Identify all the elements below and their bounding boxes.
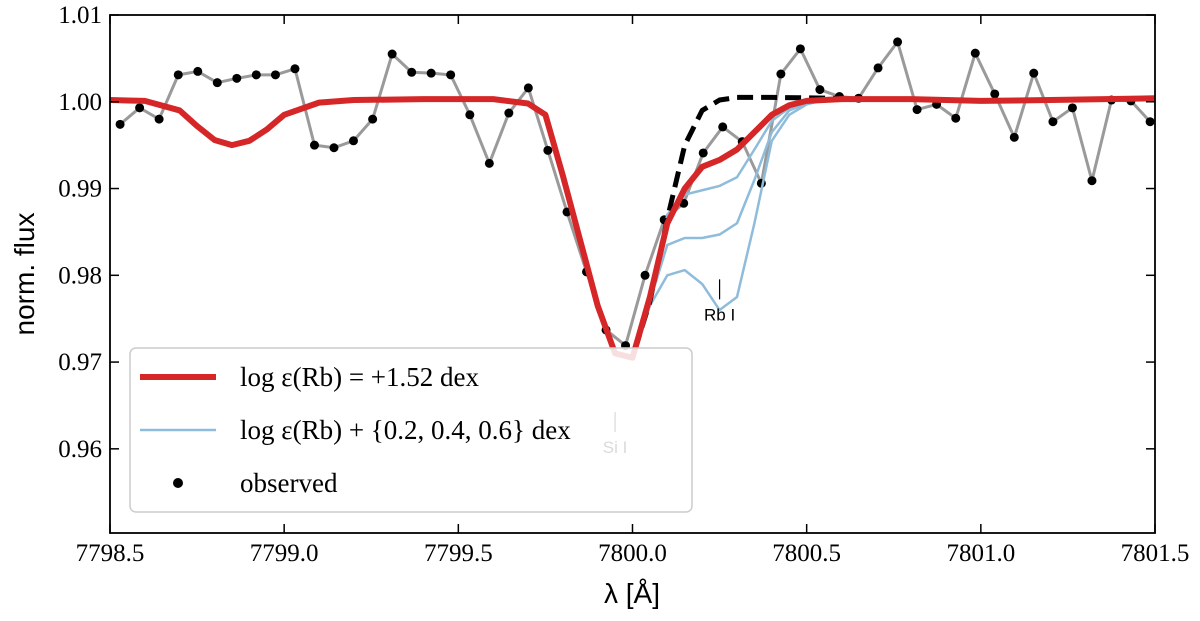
observed-point xyxy=(990,89,1000,99)
observed-point xyxy=(1048,117,1058,127)
observed-point xyxy=(232,73,242,83)
observed-point xyxy=(465,110,475,120)
legend-label: log ε(Rb) + {0.2, 0.4, 0.6} dex xyxy=(240,415,571,445)
x-tick-label: 7798.5 xyxy=(76,540,145,567)
observed-point xyxy=(251,70,261,80)
observed-point xyxy=(523,83,533,93)
legend-label: log ε(Rb) = +1.52 dex xyxy=(240,362,480,392)
plot-area xyxy=(110,37,1155,361)
y-tick-label: 0.98 xyxy=(58,262,102,289)
observed-point xyxy=(718,122,728,132)
y-tick-label: 1.01 xyxy=(58,2,102,29)
observed-point xyxy=(348,136,358,146)
observed-point xyxy=(115,119,125,129)
observed-point xyxy=(951,113,961,123)
observed-point xyxy=(309,140,319,150)
observed-point xyxy=(1145,117,1155,127)
x-tick-label: 7800.0 xyxy=(598,540,667,567)
observed-point xyxy=(270,70,280,80)
observed-point xyxy=(873,63,883,73)
observed-point xyxy=(970,48,980,58)
observed-point xyxy=(426,68,436,78)
legend-box xyxy=(129,347,693,513)
legend-swatch xyxy=(173,478,183,488)
observed-point xyxy=(912,105,922,115)
x-tick-label: 7800.5 xyxy=(772,540,841,567)
observed-point xyxy=(893,37,903,47)
x-axis-label: λ [Å] xyxy=(604,578,660,609)
x-tick-label: 7799.0 xyxy=(250,540,319,567)
observed-point xyxy=(1009,132,1019,142)
observed-point xyxy=(795,44,805,54)
observed-point xyxy=(543,145,553,155)
annotation: Rb I xyxy=(704,305,735,324)
observed-point xyxy=(504,108,514,118)
observed-point xyxy=(484,158,494,168)
observed-point xyxy=(407,67,417,77)
y-tick-label: 1.00 xyxy=(58,89,102,116)
observed-point xyxy=(698,148,708,158)
observed-point xyxy=(1067,103,1077,113)
plot-frame xyxy=(109,14,1156,534)
observed-point xyxy=(290,64,300,74)
observed-point xyxy=(776,69,786,79)
observed-point xyxy=(212,78,222,88)
y-axis-label: norm. flux xyxy=(9,213,40,336)
observed-point xyxy=(193,66,203,76)
y-tick-label: 0.97 xyxy=(58,349,102,376)
model-line xyxy=(631,98,825,359)
observed-point xyxy=(446,70,456,80)
observed-line xyxy=(119,38,1152,349)
x-tick-label: 7801.0 xyxy=(946,540,1015,567)
observed-point xyxy=(1029,68,1039,78)
y-tick-label: 0.99 xyxy=(58,176,102,203)
x-tick-label: 7799.5 xyxy=(424,540,493,567)
observed-point xyxy=(368,114,378,124)
x-tick-label: 7801.5 xyxy=(1121,540,1190,567)
observed-point xyxy=(135,103,145,113)
legend-label: observed xyxy=(240,468,338,498)
observed-point xyxy=(1087,176,1097,186)
observed-point xyxy=(815,85,825,95)
observed-point xyxy=(329,143,339,153)
model-line xyxy=(110,95,1155,361)
y-tick-label: 0.96 xyxy=(58,436,102,463)
model-line xyxy=(631,98,825,359)
observed-point xyxy=(387,49,397,59)
observed-point xyxy=(173,70,183,80)
observed-point xyxy=(154,114,164,124)
observed-point xyxy=(640,270,650,280)
